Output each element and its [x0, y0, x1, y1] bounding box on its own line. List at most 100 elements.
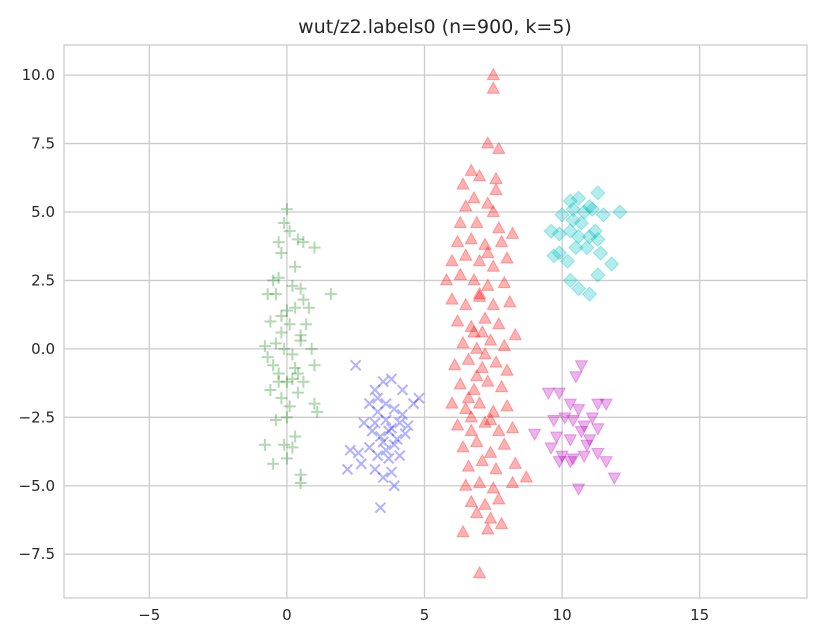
scatter-point [355, 458, 367, 470]
scatter-point [472, 396, 487, 409]
x-tick-label: 15 [690, 606, 709, 624]
scatter-point [563, 434, 578, 447]
scatter-point [581, 286, 598, 302]
scatter-point [494, 516, 509, 530]
scatter-point [580, 439, 594, 453]
scatter-point [543, 223, 559, 239]
scatter-point [483, 445, 498, 458]
scatter-point [380, 414, 392, 426]
scatter-point [383, 425, 395, 437]
scatter-point [294, 282, 307, 295]
scatter-point [280, 203, 293, 216]
scatter-point [267, 359, 280, 372]
scatter-point [563, 398, 578, 412]
y-tick-label: −2.5 [19, 408, 55, 426]
scatter-point [486, 404, 501, 417]
scatter-point [576, 204, 592, 220]
scatter-point [272, 236, 285, 249]
scatter-point [372, 406, 384, 418]
scatter-point [486, 67, 501, 81]
scatter-point [458, 297, 473, 311]
x-tick-label: 5 [420, 606, 430, 624]
scatter-point [396, 384, 409, 396]
scatter-point [480, 245, 495, 259]
scatter-point [469, 505, 484, 519]
scatter-point [475, 360, 490, 374]
scatter-point [541, 387, 556, 401]
scatter-point [546, 415, 561, 428]
scatter-point [344, 444, 356, 456]
scatter-point [391, 433, 403, 445]
scatter-point [570, 190, 587, 207]
scatter-point [308, 241, 321, 254]
scatter-point [478, 311, 492, 324]
scatter-point [280, 375, 293, 388]
scatter-point [402, 419, 414, 432]
scatter-point [566, 415, 580, 428]
scatter-point [603, 256, 620, 272]
scatter-point [494, 379, 509, 393]
scatter-point [585, 412, 600, 425]
scatter-point [453, 267, 468, 280]
scatter-point [385, 466, 398, 478]
scatter-point [453, 215, 468, 228]
scatter-point [612, 204, 628, 220]
scatter-point [599, 398, 613, 412]
scatter-point [491, 491, 506, 505]
scatter-point [258, 340, 271, 353]
scatter-point [592, 245, 609, 261]
scatter-point [489, 461, 503, 475]
scatter-point [341, 463, 354, 476]
scatter-point [486, 259, 501, 272]
scatter-point [275, 326, 288, 339]
scatter-point [472, 289, 487, 302]
scatter-point [275, 310, 288, 323]
y-tick-label: 5.0 [31, 203, 55, 221]
scatter-point [569, 371, 583, 384]
scatter-point [369, 417, 381, 429]
scatter-point [552, 456, 567, 469]
scatter-point [380, 397, 392, 410]
scatter-point [478, 237, 492, 250]
scatter-point [377, 436, 389, 448]
scatter-point [472, 286, 487, 300]
scatter-point [483, 511, 498, 524]
scatter-point [480, 522, 495, 535]
scatter-point [445, 253, 459, 267]
scatter-point [358, 417, 370, 429]
scatter-point [469, 215, 484, 228]
scatter-point [563, 456, 578, 469]
scatter-point [269, 288, 282, 301]
scatter-point [591, 423, 605, 436]
scatter-point [369, 463, 381, 476]
scatter-point [275, 247, 288, 260]
scatter-point [527, 428, 542, 442]
scatter-point [289, 362, 302, 375]
scatter-point [374, 501, 387, 514]
scatter-point [456, 335, 470, 349]
x-axis-ticks: −5 0 5 10 15 [138, 606, 709, 624]
scatter-point [294, 468, 307, 481]
scatter-point [372, 449, 384, 462]
y-tick-label: −5.0 [19, 477, 55, 495]
scatter-point [399, 428, 411, 440]
scatter-point [286, 372, 299, 385]
scatter-point [483, 333, 498, 346]
scatter-point [574, 360, 589, 373]
scatter-point [577, 420, 591, 434]
scatter-point [486, 480, 501, 494]
scatter-point [581, 198, 598, 215]
scatter-point [472, 565, 487, 579]
scatter-point [469, 368, 484, 382]
scatter-point [486, 81, 501, 94]
scatter-point [502, 294, 517, 308]
scatter-point [472, 475, 487, 489]
scatter-point [467, 272, 481, 286]
scatter-point [467, 324, 481, 338]
x-tick-label: −5 [138, 606, 160, 624]
scatter-point [508, 456, 523, 469]
scatter-point [272, 375, 285, 388]
scatter-point [483, 412, 498, 426]
plot-frame [63, 44, 808, 599]
scatter-point [458, 198, 473, 212]
